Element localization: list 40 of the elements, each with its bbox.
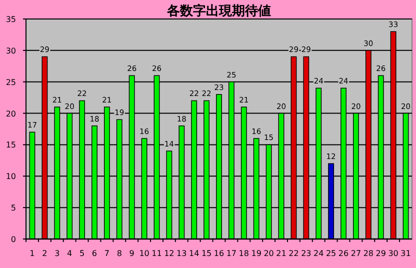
x-tick-label: 15: [201, 249, 212, 258]
x-tick-label: 12: [164, 249, 174, 258]
y-tick-label: 35: [6, 15, 16, 24]
y-tick-label: 30: [6, 46, 16, 56]
x-tick-label: 8: [116, 249, 122, 258]
x-tick-label: 28: [363, 249, 374, 258]
x-tick-label: 24: [314, 249, 324, 258]
x-tick-label: 4: [67, 249, 72, 258]
x-tick-label: 10: [139, 249, 150, 258]
x-tick-label: 16: [214, 249, 224, 258]
x-tick-label: 19: [251, 249, 262, 258]
y-tick-label: 0: [10, 235, 16, 244]
x-tick-label: 29: [376, 249, 386, 258]
x-tick-label: 23: [301, 249, 312, 258]
x-tick-label: 17: [226, 249, 237, 258]
x-tick-label: 14: [189, 249, 200, 258]
x-tick-label: 6: [92, 249, 98, 258]
y-tick-label: 15: [6, 140, 16, 150]
y-tick-label: 10: [6, 172, 16, 182]
x-tick-label: 27: [350, 249, 362, 258]
x-tick-label: 13: [176, 249, 187, 258]
x-tick-label: 1: [30, 249, 35, 258]
x-tick-label: 2: [42, 249, 48, 258]
x-tick-label: 20: [264, 249, 274, 258]
y-tick-label: 5: [10, 204, 16, 213]
x-tick-label: 5: [79, 249, 85, 258]
x-tick-label: 18: [238, 249, 249, 258]
x-tick-label: 31: [400, 249, 411, 258]
x-tick-label: 21: [276, 249, 286, 258]
x-tick-label: 22: [288, 249, 299, 258]
chart-title: 各数字出現期待値: [166, 3, 271, 19]
y-tick-label: 20: [6, 109, 16, 118]
x-tick-label: 26: [338, 249, 349, 258]
x-tick-label: 9: [129, 249, 134, 258]
x-tick-label: 11: [152, 249, 162, 258]
y-tick-label: 25: [6, 78, 16, 87]
x-tick-label: 7: [104, 249, 110, 258]
x-tick-label: 30: [388, 249, 398, 258]
x-tick-label: 25: [326, 249, 336, 258]
x-tick-label: 3: [54, 249, 60, 258]
